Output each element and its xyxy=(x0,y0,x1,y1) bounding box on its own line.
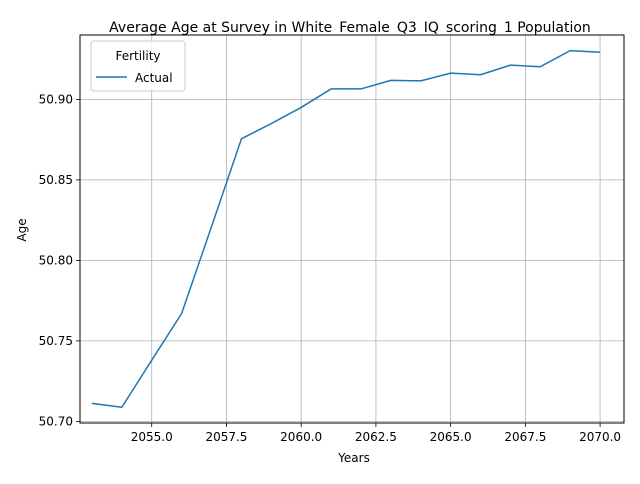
y-tick-label: 50.80 xyxy=(39,253,73,267)
x-tick-label: 2057.5 xyxy=(205,430,247,444)
series-line-actual xyxy=(91,49,601,408)
x-axis-label: Years xyxy=(337,451,370,465)
y-axis-label: Age xyxy=(15,218,29,241)
x-tick-label: 2070.0 xyxy=(579,430,621,444)
chart-title: Average Age at Survey in White_Female_Q3… xyxy=(109,20,591,36)
x-axis: 2055.0 2057.5 2060.0 2062.5 2065.0 2067.5 2070… xyxy=(131,423,621,444)
x-tick-label: 2065.0 xyxy=(430,430,472,444)
y-tick-label: 50.70 xyxy=(39,414,73,428)
legend-label-actual: Actual xyxy=(135,71,173,85)
y-tick-label: 50.90 xyxy=(39,92,73,106)
x-tick-label: 2062.5 xyxy=(355,430,397,444)
y-tick-label: 50.85 xyxy=(39,173,73,187)
legend-title: Fertility xyxy=(115,49,160,63)
y-tick-label: 50.75 xyxy=(39,334,73,348)
x-tick-label: 2055.0 xyxy=(131,430,173,444)
y-axis: 50.70 50.75 50.80 50.85 50.90 xyxy=(39,92,80,428)
x-tick-label: 2060.0 xyxy=(280,430,322,444)
plot-area xyxy=(79,34,625,424)
series-group xyxy=(91,49,601,408)
x-tick-label: 2067.5 xyxy=(504,430,546,444)
legend: Fertility Actual xyxy=(90,40,186,92)
grid xyxy=(80,35,624,423)
legend-box xyxy=(90,40,186,92)
